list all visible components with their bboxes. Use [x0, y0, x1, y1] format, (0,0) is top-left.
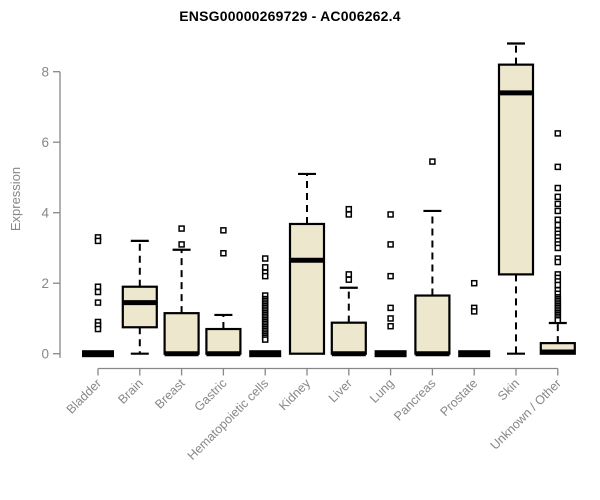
outlier-point	[261, 272, 269, 280]
x-tick-label: Skin	[495, 376, 522, 403]
outlier-point	[554, 281, 562, 289]
iqr-box	[205, 327, 242, 355]
x-tick-label: Bladder	[64, 376, 104, 416]
outlier-point	[554, 193, 562, 201]
outlier-point	[345, 271, 353, 278]
outlier-point	[387, 272, 394, 280]
box-group-hematopoietic-cells	[249, 255, 282, 358]
outlier-point	[554, 130, 562, 137]
median-bar	[249, 350, 282, 358]
x-tick-label: Kidney	[276, 376, 313, 413]
outlier-point	[387, 304, 394, 312]
median-bar	[458, 350, 491, 358]
outlier-point	[94, 325, 102, 333]
box-group-lung	[374, 211, 407, 358]
y-tick-label: 6	[41, 135, 49, 150]
y-tick-label: 4	[41, 205, 49, 220]
box-group-skin	[497, 42, 535, 355]
outlier-point	[178, 225, 185, 232]
outlier-point	[220, 227, 227, 234]
x-tick-label: Liver	[326, 376, 355, 405]
iqr-box	[288, 222, 326, 355]
outlier-point	[261, 255, 269, 262]
y-tick-label: 8	[41, 64, 49, 79]
iqr-box	[121, 285, 158, 329]
x-tick-label: Gastric	[192, 376, 230, 414]
x-tick-label: Hematopoietic cells	[185, 376, 272, 463]
outlier-point	[261, 264, 269, 271]
outlier-point	[178, 241, 185, 248]
x-tick-label: Prostate	[437, 376, 480, 419]
box-group-prostate	[458, 279, 491, 358]
outlier-point	[554, 258, 562, 266]
outlier-point	[94, 237, 102, 245]
outlier-point	[554, 163, 562, 171]
x-tick-label: Pancreas	[391, 376, 438, 423]
outlier-point	[94, 299, 102, 306]
outlier-point	[387, 211, 394, 218]
outlier-point	[554, 216, 562, 223]
box-group-kidney	[288, 172, 326, 355]
outlier-point	[345, 211, 353, 218]
box-group-pancreas	[414, 158, 451, 357]
outlier-point	[387, 315, 394, 322]
box-group-breast	[163, 225, 200, 357]
y-tick-label: 2	[41, 276, 49, 291]
outlier-point	[345, 205, 353, 213]
y-tick-label: 0	[41, 346, 49, 361]
x-tick-label: Brain	[115, 376, 146, 407]
outlier-point	[220, 249, 227, 257]
iqr-box	[330, 321, 367, 355]
outlier-point	[94, 283, 102, 290]
box-group-liver	[330, 205, 367, 357]
outlier-point	[554, 207, 562, 215]
box-group-bladder	[82, 234, 114, 358]
chart-title: ENSG00000269729 - AC006262.4	[179, 8, 401, 24]
outlier-point	[554, 184, 562, 192]
outlier-point	[261, 336, 269, 343]
outlier-point	[470, 308, 478, 315]
outlier-point	[387, 241, 394, 248]
outlier-point	[94, 288, 102, 296]
iqr-box	[163, 312, 200, 355]
outlier-point	[554, 200, 562, 208]
outlier-point	[345, 276, 353, 283]
box-group-unknown-other	[539, 130, 576, 355]
iqr-box	[414, 294, 451, 355]
outlier-point	[470, 279, 478, 287]
median-bar	[374, 350, 407, 358]
box-group-gastric	[205, 227, 242, 357]
outlier-point	[554, 316, 562, 324]
box-group-brain	[121, 239, 158, 355]
x-tick-label: Lung	[367, 376, 397, 406]
outlier-point	[554, 221, 562, 229]
median-bar	[82, 350, 114, 358]
outlier-point	[554, 244, 562, 252]
outlier-point	[387, 322, 394, 330]
x-tick-label: Breast	[152, 376, 188, 412]
x-tick-label: Unknown / Other	[488, 376, 564, 452]
outlier-point	[429, 158, 436, 165]
iqr-box	[497, 63, 535, 276]
